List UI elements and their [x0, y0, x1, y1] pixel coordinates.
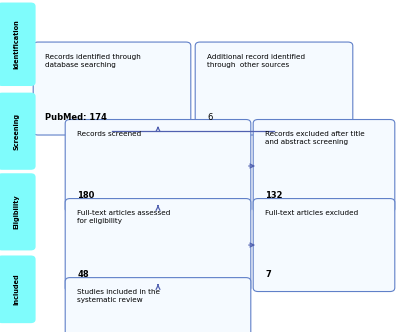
Text: Identification: Identification: [13, 19, 19, 69]
FancyBboxPatch shape: [253, 120, 395, 212]
Text: 7: 7: [265, 270, 271, 279]
FancyBboxPatch shape: [0, 256, 36, 323]
FancyBboxPatch shape: [0, 93, 36, 170]
Text: Full-text articles assessed
for eligibility: Full-text articles assessed for eligibil…: [77, 210, 170, 224]
FancyBboxPatch shape: [195, 42, 353, 135]
FancyBboxPatch shape: [65, 120, 251, 212]
Text: Eligibility: Eligibility: [13, 195, 19, 229]
Text: Full-text articles excluded: Full-text articles excluded: [265, 210, 358, 216]
Text: Studies included in the
systematic review: Studies included in the systematic revie…: [77, 289, 160, 303]
FancyBboxPatch shape: [65, 278, 251, 332]
FancyBboxPatch shape: [65, 199, 251, 291]
FancyBboxPatch shape: [33, 42, 191, 135]
Text: Records excluded after title
and abstract screening: Records excluded after title and abstrac…: [265, 131, 365, 145]
FancyBboxPatch shape: [253, 199, 395, 291]
Text: 48: 48: [77, 270, 89, 279]
FancyBboxPatch shape: [0, 3, 36, 86]
Text: PubMed: 174: PubMed: 174: [45, 113, 107, 123]
Text: Additional record identified
through  other sources: Additional record identified through oth…: [207, 54, 305, 68]
Text: 6: 6: [207, 113, 212, 123]
Text: Records screened: Records screened: [77, 131, 142, 137]
Text: Included: Included: [13, 274, 19, 305]
Text: Screening: Screening: [13, 113, 19, 150]
FancyBboxPatch shape: [0, 173, 36, 250]
Text: 132: 132: [265, 191, 283, 200]
Text: 180: 180: [77, 191, 94, 200]
Text: Records identified through
database searching: Records identified through database sear…: [45, 54, 141, 68]
